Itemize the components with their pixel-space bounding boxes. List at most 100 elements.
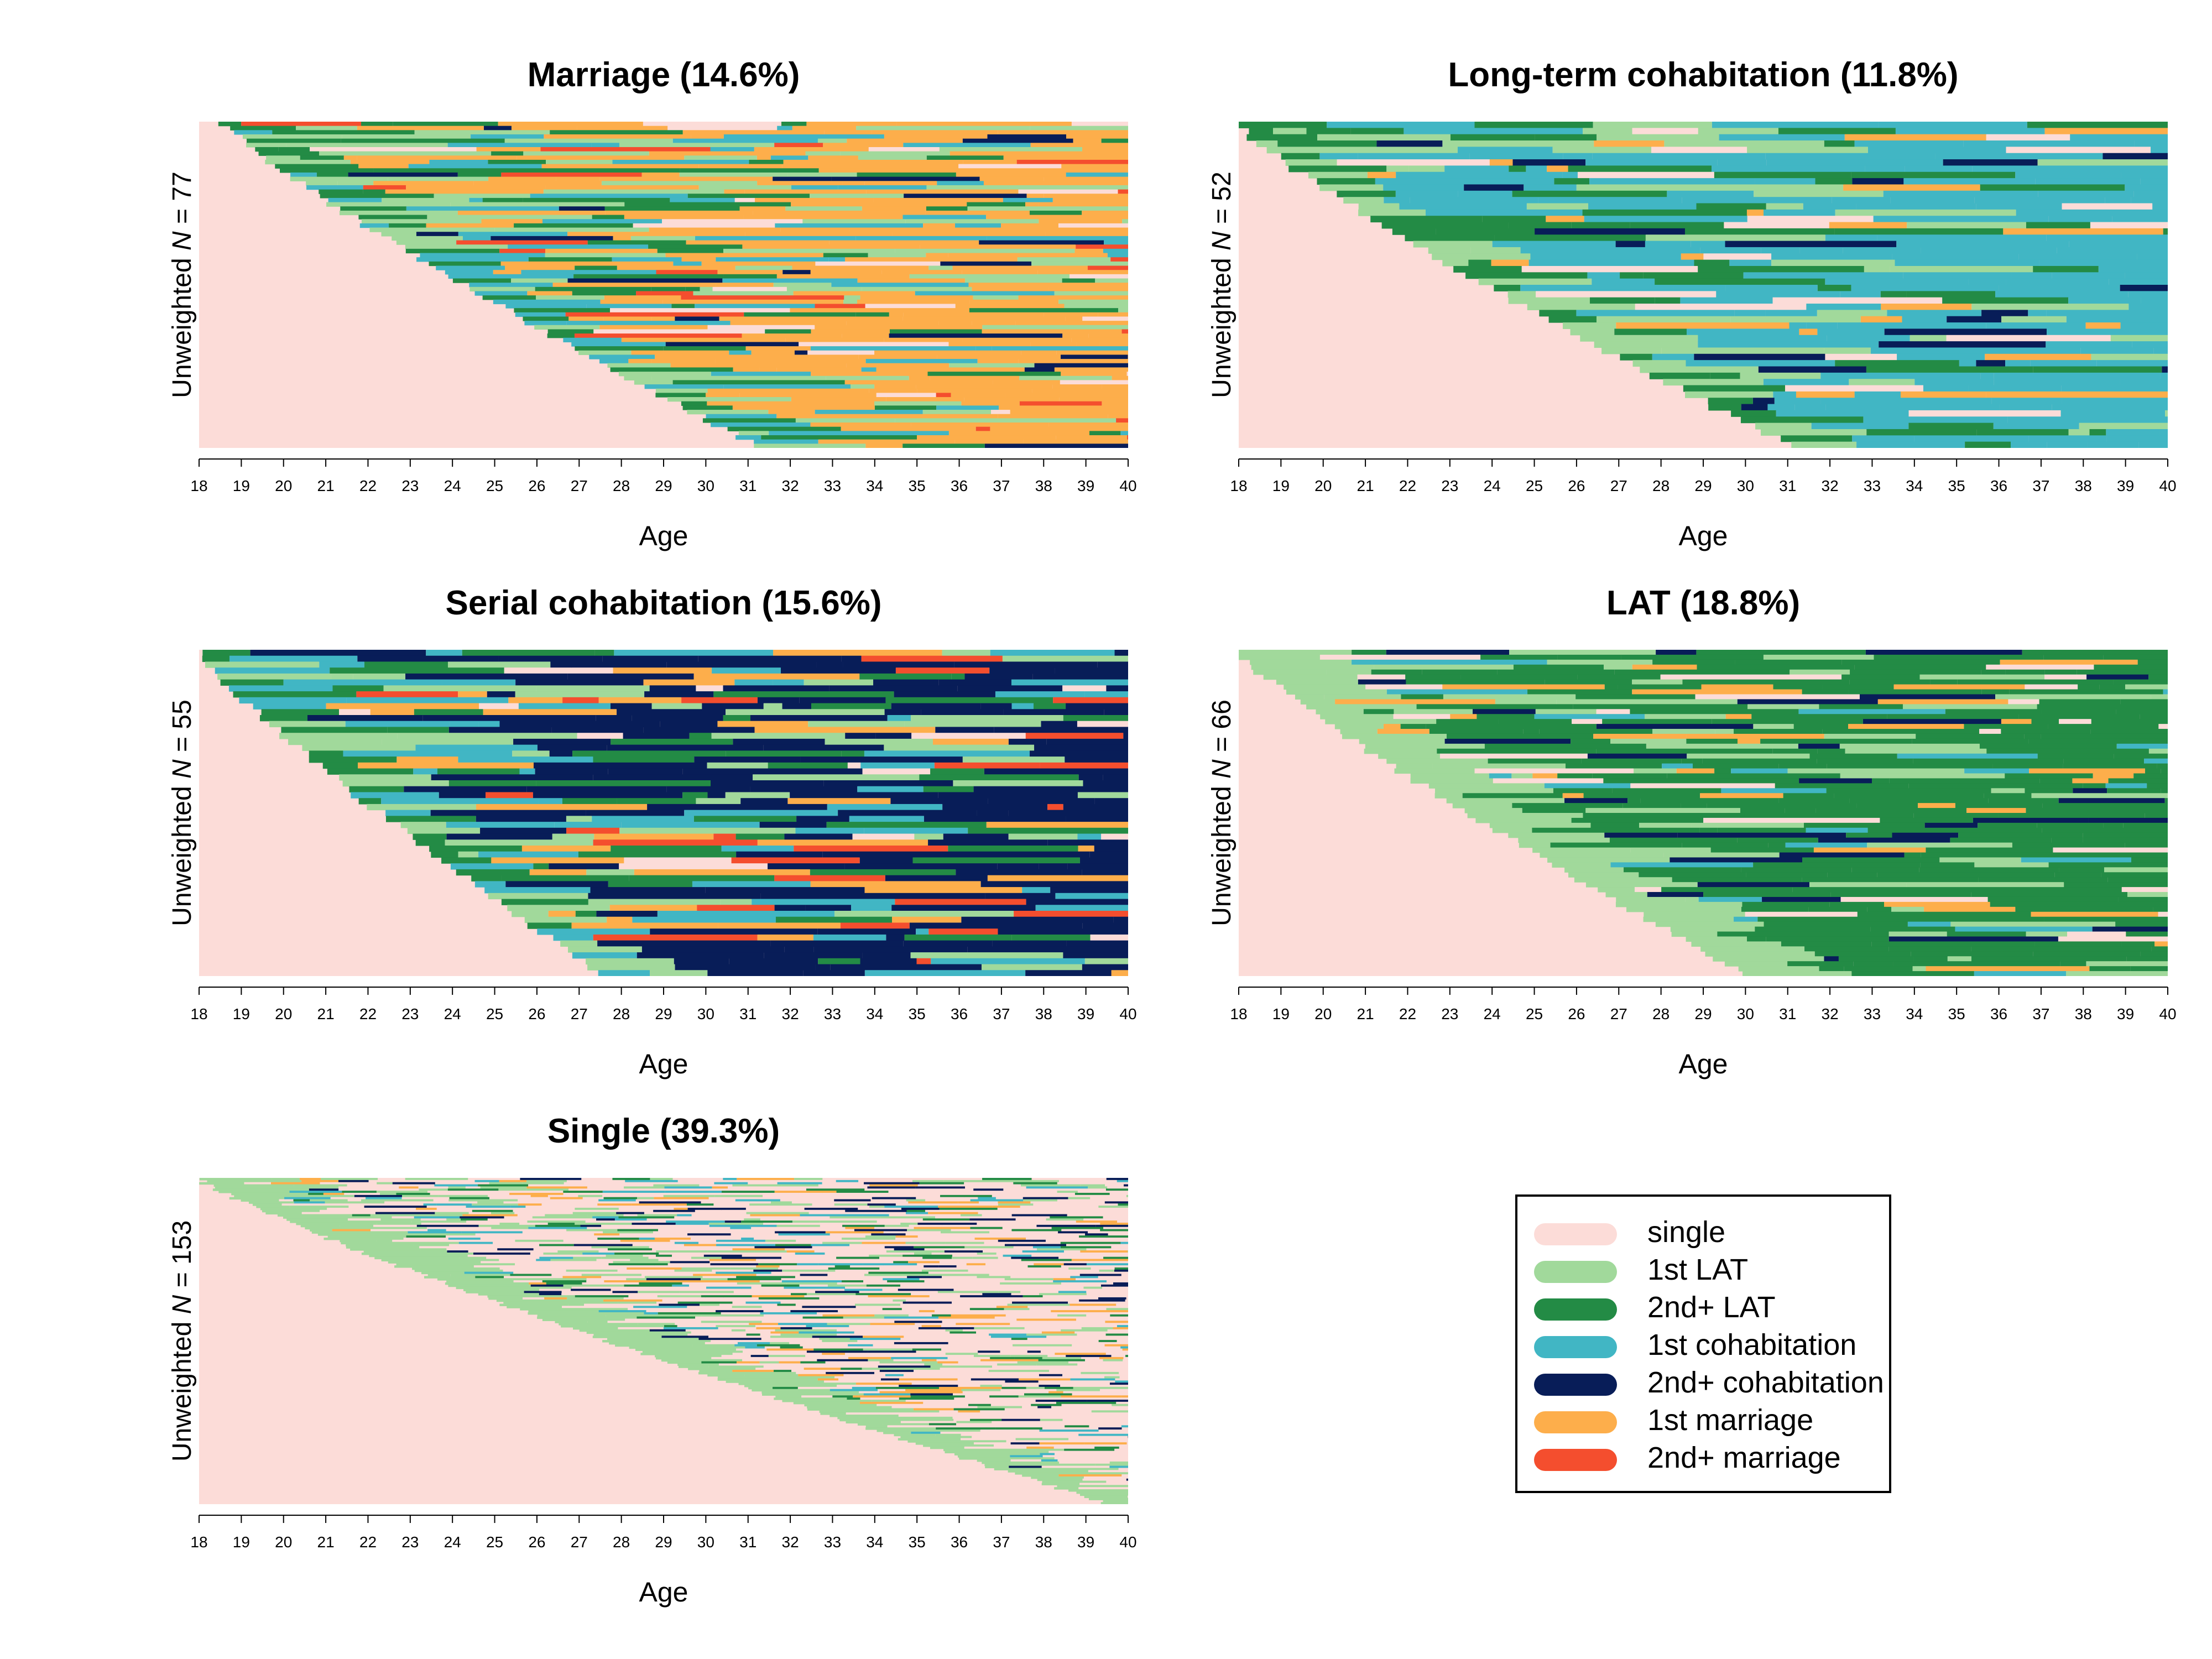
sequence-segment (705, 1297, 724, 1300)
sequence-segment (919, 1329, 946, 1332)
sequence-segment (1539, 729, 1653, 734)
sequence-segment (623, 1297, 662, 1300)
sequence-segment (761, 1393, 825, 1396)
sequence-segment (894, 1433, 936, 1437)
x-tick-label: 40 (1119, 477, 1136, 494)
sequence-segment (2022, 650, 2134, 655)
sequence-segment (1663, 379, 1764, 386)
sequence-segment (530, 1265, 567, 1268)
sequence-segment (1121, 1425, 1128, 1428)
sequence-segment (922, 1188, 974, 1191)
sequence-segment (855, 1306, 916, 1308)
sequence-segment (1765, 310, 1817, 317)
sequence-segment (913, 1282, 968, 1285)
sequence-segment (807, 1406, 892, 1409)
sequence-segment (582, 1252, 615, 1255)
sequence-segment (320, 194, 434, 199)
sequence-segment (818, 1263, 863, 1266)
sequence-segment (361, 122, 393, 127)
sequence-segment (786, 1250, 815, 1253)
sequence-segment (823, 354, 859, 359)
legend-item: 1st LAT (1534, 1251, 1888, 1288)
sequence-segment (812, 1203, 834, 1206)
sequence-segment (1583, 793, 1700, 799)
sequence-segment (1031, 1404, 1062, 1407)
sequence-segment (544, 134, 691, 139)
sequence-segment (1863, 719, 2001, 724)
sequence-segment (1439, 753, 1588, 759)
sequence-segment (1004, 1308, 1030, 1311)
sequence-segment (598, 697, 682, 704)
sequence-segment (911, 1293, 927, 1296)
sequence-segment (572, 291, 637, 296)
sequence-segment (854, 1229, 907, 1232)
sequence-segment (834, 1376, 879, 1379)
sequence-segment (339, 1209, 352, 1213)
sequence-segment (1115, 1380, 1128, 1383)
sequence-segment (436, 265, 505, 270)
sequence-segment (1126, 1194, 1128, 1198)
sequence-segment (787, 1299, 836, 1302)
sequence-segment (1396, 171, 1563, 179)
sequence-segment (858, 155, 927, 160)
sequence-segment (393, 122, 498, 127)
sequence-segment (1583, 813, 1745, 818)
sequence-segment (868, 1350, 916, 1353)
sequence-segment (1851, 867, 1919, 873)
sequence-segment (1102, 1293, 1128, 1296)
sequence-segment (1902, 704, 2037, 709)
sequence-segment (776, 414, 848, 419)
sequence-segment (755, 197, 874, 203)
sequence-segment (860, 1397, 899, 1400)
sequence-segment (675, 1222, 709, 1225)
x-tick-label: 39 (2117, 1005, 2134, 1022)
sequence-segment (907, 1325, 922, 1328)
sequence-segment (998, 1301, 1013, 1305)
sequence-segment (809, 1321, 842, 1323)
sequence-segment (450, 863, 534, 870)
sequence-segment (1047, 804, 1063, 811)
sequence-segment (729, 1357, 772, 1360)
sequence-segment (1832, 197, 1891, 204)
sequence-segment (1007, 1312, 1046, 1315)
sequence-segment (664, 1325, 677, 1328)
sequence-segment (1001, 1385, 1026, 1387)
sequence-segment (1428, 247, 1471, 254)
sequence-segment (1778, 798, 1850, 804)
sequence-segment (698, 655, 842, 662)
sequence-segment (1776, 410, 1909, 417)
sequence-segment (938, 1199, 971, 1202)
sequence-segment (1442, 140, 1594, 147)
sequence-segment (662, 1299, 706, 1302)
sequence-segment (980, 1410, 1029, 1413)
sequence-segment (731, 857, 860, 864)
sequence-segment (884, 316, 903, 321)
sequence-segment (780, 1327, 812, 1330)
sequence-segment (998, 1256, 1011, 1260)
sequence-segment (1731, 768, 1788, 774)
sequence-segment (983, 851, 1090, 858)
sequence-segment (1849, 798, 1989, 804)
sequence-segment (707, 401, 875, 406)
sequence-segment (1008, 810, 1128, 816)
sequence-segment (950, 151, 1039, 156)
sequence-segment (1377, 729, 1430, 734)
sequence-segment (2134, 140, 2168, 147)
sequence-segment (431, 774, 593, 781)
sequence-segment (357, 126, 484, 131)
sequence-segment (902, 444, 985, 448)
sequence-segment (929, 1355, 974, 1358)
sequence-segment (1084, 1442, 1127, 1445)
sequence-segment (1078, 1433, 1128, 1437)
sequence-segment (587, 1321, 608, 1323)
sequence-segment (992, 1194, 1016, 1198)
sequence-segment (331, 673, 353, 680)
sequence-segment (1596, 316, 1731, 323)
sequence-segment (536, 1259, 551, 1261)
sequence-segment (514, 308, 611, 313)
sequence-segment (265, 159, 351, 165)
sequence-segment (2033, 366, 2162, 373)
sequence-segment (1044, 194, 1128, 199)
sequence-segment (466, 1206, 511, 1208)
sequence-segment (942, 1224, 995, 1228)
